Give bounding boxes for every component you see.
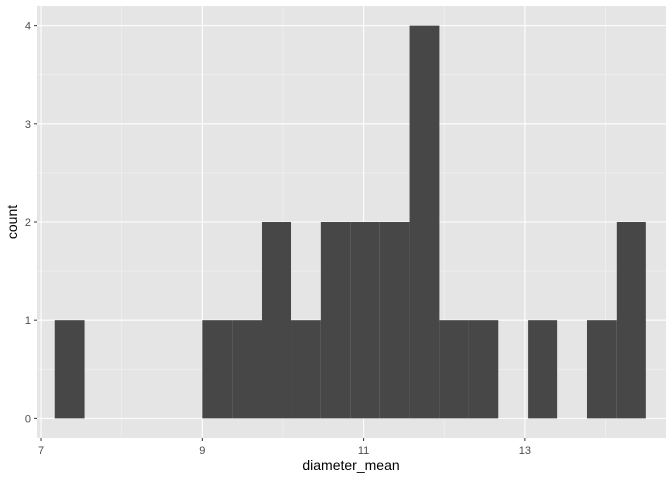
x-tick-label: 7 xyxy=(38,445,44,457)
histogram-bar xyxy=(261,222,292,419)
histogram-bar xyxy=(468,320,499,419)
histogram-bar xyxy=(439,320,469,419)
histogram-bar xyxy=(350,222,380,419)
y-tick-label: 2 xyxy=(25,217,31,229)
histogram-bar xyxy=(232,320,262,419)
y-tick-label: 4 xyxy=(25,21,31,33)
histogram-bar xyxy=(320,222,351,419)
y-axis-title: count xyxy=(4,205,20,239)
histogram-bars xyxy=(54,25,646,419)
y-tick-label: 1 xyxy=(25,315,31,327)
histogram-bar xyxy=(616,222,646,419)
y-axis: 0 1 2 3 4 xyxy=(25,21,37,425)
x-axis-title: diameter_mean xyxy=(302,457,399,473)
x-tick-label: 13 xyxy=(519,445,531,457)
x-axis: 7 9 11 13 xyxy=(38,438,531,457)
histogram-bar xyxy=(54,320,85,419)
histogram-bar xyxy=(528,320,558,419)
y-tick-label: 3 xyxy=(25,119,31,131)
y-tick-label: 0 xyxy=(25,413,31,425)
histogram-bar xyxy=(379,222,410,419)
histogram-bar xyxy=(586,320,617,419)
x-tick-label: 11 xyxy=(358,445,369,457)
histogram-bar xyxy=(409,25,440,419)
x-tick-label: 9 xyxy=(199,445,205,457)
histogram-bar xyxy=(202,320,233,419)
histogram-bar xyxy=(291,320,321,419)
